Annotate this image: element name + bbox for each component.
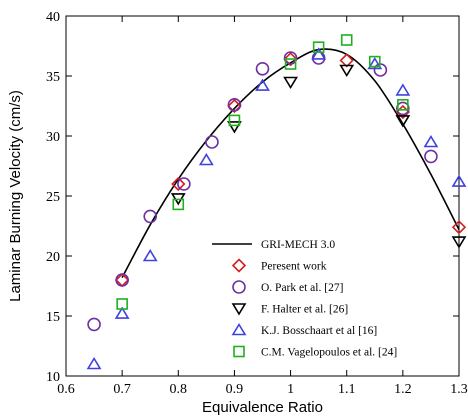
data-point-circle [396,101,410,116]
axis-ticks: 0.6 0.7 0.8 0.9 1 1.1 1.2 1.3 10 15 20 25 30 35 40 [46,10,468,397]
plot-frame [65,15,460,377]
series-layer [86,34,467,370]
legend-item: GRI-MECH 3.0 [212,239,335,251]
legend-label: C.M. Vagelopoulos et al. [24] [261,347,397,359]
data-point-triangle-up [451,174,467,187]
data-point-square [312,41,325,54]
x-tick-label: 1.1 [338,382,356,397]
data-point-triangle-up [395,83,411,96]
legend-label: Peresent work [261,261,327,273]
data-point-triangle-down [227,121,242,134]
legend-label: K.J. Bosschaart et al [16] [261,325,377,337]
legend-marker-circle [232,280,246,294]
data-point-triangle-down [451,236,467,249]
legend-marker-triangle-up [231,322,247,336]
data-point-diamond [171,176,186,192]
legend-item: K.J. Bosschaart et al [16] [231,322,377,337]
data-point-square [116,298,128,310]
legend-marker-square [233,345,245,358]
y-tick-label: 20 [46,250,60,265]
x-tick-label: 1.3 [450,382,468,397]
x-tick-label: 1 [287,382,294,397]
data-point-triangle-up [142,248,158,262]
data-point-circle [87,317,101,332]
data-point-circle [283,51,298,65]
x-axis-title: Equivalence Ratio [202,399,323,416]
data-point-square [368,55,381,68]
data-point-square [172,198,185,211]
data-point-triangle-down [339,64,355,78]
legend-item: C.M. Vagelopoulos et al. [24] [233,345,397,359]
data-point-triangle-up [311,47,327,60]
legend-label: GRI-MECH 3.0 [261,239,335,251]
legend-marker-diamond [231,258,247,273]
data-point-diamond [227,98,242,114]
y-tick-label: 15 [46,310,60,325]
legend-item: O. Park et al. [27] [232,280,343,294]
y-tick-label: 30 [46,130,60,145]
series-4 [86,47,467,370]
y-tick-label: 25 [46,190,60,205]
data-point-circle [424,149,438,164]
x-tick-label: 1.2 [394,382,412,397]
y-axis-title: Laminar Burning Velocity (cm/s) [7,90,24,302]
legend-marker-triangle-down [231,303,247,316]
x-tick-label: 0.8 [170,382,188,397]
x-tick-label: 0.6 [57,382,75,397]
data-point-diamond [283,52,298,67]
y-tick-label: 10 [46,370,60,385]
data-point-circle [177,177,191,191]
legend-item: Peresent work [231,258,327,273]
data-point-circle [143,209,158,224]
data-point-circle [227,98,242,112]
data-point-triangle-up [86,356,102,370]
data-point-circle [311,51,326,65]
data-point-triangle-up [198,152,214,166]
data-point-triangle-down [283,76,298,90]
plot-area-border [65,15,460,377]
series-5 [116,34,409,310]
y-tick-label: 40 [46,10,60,25]
data-point-diamond [451,220,467,235]
data-point-square [228,114,241,127]
data-point-triangle-up [367,56,383,70]
data-point-circle [255,62,270,76]
x-tick-label: 0.7 [113,382,131,397]
legend: GRI-MECH 3.0 Peresent work O. Park et al. … [212,239,397,359]
legend-label: F. Halter et al. [26] [261,304,348,316]
data-point-diamond [339,53,354,68]
x-tick-label: 0.9 [226,382,244,397]
data-point-square [284,58,297,70]
data-point-square [340,34,353,46]
series-0 [121,48,460,278]
y-tick-label: 35 [46,70,60,85]
legend-item: F. Halter et al. [26] [231,303,348,316]
data-point-triangle-down [395,115,411,128]
data-point-circle [205,135,219,149]
legend-label: O. Park et al. [27] [261,282,343,294]
data-point-triangle-up [255,78,270,91]
gri-mech-curve [121,48,460,278]
data-point-triangle-up [423,134,439,148]
data-point-circle [115,273,129,287]
data-point-triangle-up [114,306,130,319]
data-point-square [397,99,409,111]
